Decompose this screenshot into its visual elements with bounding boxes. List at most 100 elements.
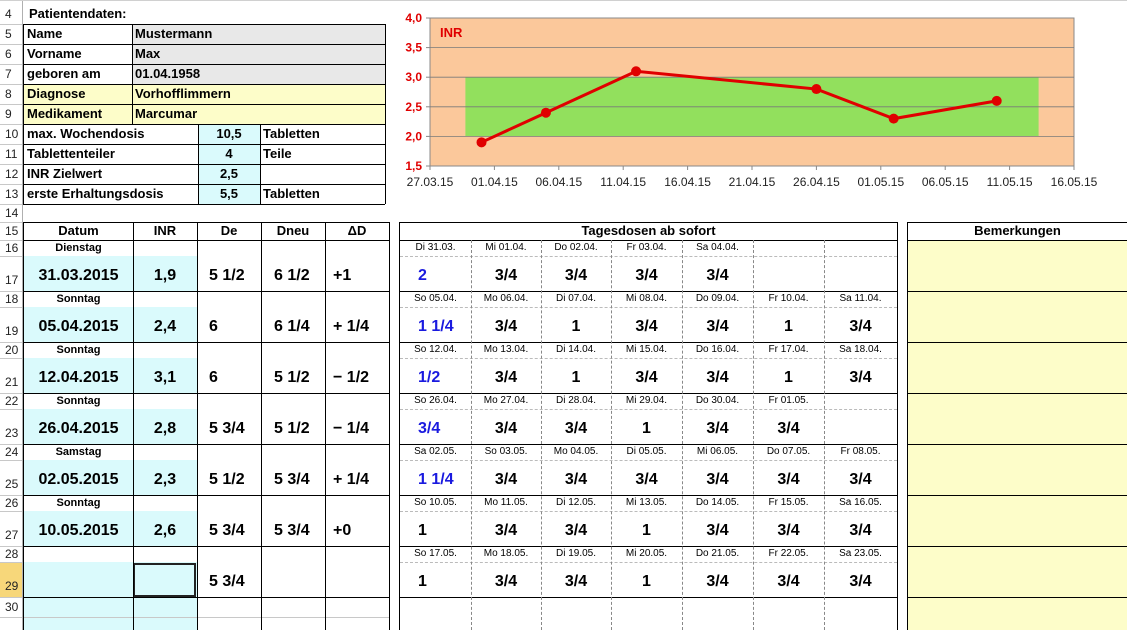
date-cell[interactable] — [24, 562, 133, 597]
grid-line — [23, 204, 385, 205]
grid-line — [23, 64, 385, 65]
date-cell[interactable]: 26.04.2015 — [38, 420, 119, 437]
day-label: So 26.04. — [414, 395, 457, 406]
param-unit — [260, 164, 385, 184]
day-label: Mo 06.04. — [483, 293, 529, 304]
daily-dose: 1 — [642, 573, 651, 590]
daily-dose: 2 — [418, 267, 427, 284]
param-value[interactable]: 4 — [198, 144, 260, 164]
delta-cell: + 1/4 — [333, 471, 370, 488]
daily-dose: 3/4 — [564, 267, 588, 284]
inr-cell[interactable]: 2,8 — [153, 420, 177, 437]
inr-data-point — [991, 95, 1002, 106]
field-value[interactable]: Max — [132, 44, 385, 64]
selected-cell[interactable] — [133, 563, 196, 597]
grid-line — [198, 124, 199, 204]
day-label — [824, 393, 897, 409]
inr-cell[interactable]: 2,6 — [153, 522, 177, 539]
table-row-border — [907, 444, 1127, 445]
daily-dose: 3/4 — [635, 318, 658, 335]
grid-line — [132, 24, 133, 124]
x-tick-label: 27.03.15 — [407, 175, 454, 189]
row-separator — [0, 164, 22, 165]
table-col-border — [133, 222, 134, 630]
date-cell[interactable]: 12.04.2015 — [38, 369, 119, 386]
table-col-border — [389, 222, 390, 630]
field-value[interactable]: Vorhofflimmern — [132, 84, 385, 104]
row-number: 4 — [0, 4, 22, 24]
dneu-cell — [261, 562, 325, 597]
field-value[interactable]: 01.04.1958 — [132, 64, 385, 84]
row-separator — [0, 291, 22, 292]
row-separator — [0, 409, 22, 410]
daily-dose: 1 — [642, 420, 651, 437]
day-label: Di 12.05. — [555, 497, 597, 508]
day-label: Mi 15.04. — [625, 344, 668, 355]
day-label: Mi 13.05. — [625, 497, 668, 508]
table-row-border — [23, 495, 389, 496]
header-inr: INR — [153, 223, 177, 238]
day-label: Do 16.04. — [695, 344, 740, 355]
date-cell[interactable]: 10.05.2015 — [38, 522, 119, 539]
param-value[interactable]: 5,5 — [198, 184, 260, 204]
field-value[interactable]: Marcumar — [132, 104, 385, 124]
x-tick-label: 11.05.15 — [987, 175, 1033, 189]
y-tick-label: 1,5 — [405, 159, 422, 173]
day-label: So 10.05. — [414, 497, 457, 508]
y-tick-label: 4,0 — [405, 11, 422, 25]
inr-cell[interactable]: 2,3 — [153, 471, 177, 488]
date-cell[interactable]: 02.05.2015 — [38, 471, 119, 488]
table-col-border — [23, 222, 24, 630]
grid-line — [23, 44, 385, 45]
inr-cell[interactable]: 3,1 — [153, 369, 177, 386]
x-tick-label: 06.04.15 — [535, 175, 582, 189]
day-col-divider — [471, 240, 472, 630]
sub-row-line — [400, 358, 897, 359]
delta-cell: + 1/4 — [333, 318, 370, 335]
date-cell[interactable]: 31.03.2015 — [38, 267, 119, 284]
inr-cell[interactable]: 2,4 — [153, 318, 177, 335]
row-separator — [0, 184, 22, 185]
day-label: Fr 08.05. — [840, 446, 881, 457]
table-row-border — [907, 393, 1127, 394]
daily-dose: 3/4 — [564, 420, 588, 437]
sub-row-line — [400, 511, 897, 512]
dneu-cell: 5 3/4 — [274, 522, 310, 539]
day-label: So 17.05. — [414, 548, 457, 559]
remarks-column-bg — [908, 240, 1127, 630]
daily-dose: 3/4 — [494, 420, 518, 437]
daily-dose: 1 — [571, 369, 581, 386]
param-value[interactable]: 10,5 — [198, 124, 260, 144]
day-label: Fr 15.05. — [768, 497, 809, 508]
inr-cell[interactable]: 1,9 — [153, 267, 177, 284]
grid-line — [23, 84, 385, 85]
row-number: 27 — [0, 511, 22, 546]
row-separator — [0, 307, 22, 308]
table-row-border — [399, 240, 897, 241]
day-col-divider — [611, 240, 612, 630]
daily-dose: 1 1/4 — [418, 318, 454, 335]
grid-line — [23, 24, 385, 25]
table-row-border — [23, 291, 389, 292]
sub-row-line — [400, 409, 897, 410]
row-number: 17 — [0, 256, 22, 291]
grid-line — [23, 124, 385, 125]
daily-dose: 1 — [418, 522, 427, 539]
day-label: So 03.05. — [484, 446, 528, 457]
daily-dose: 3/4 — [564, 471, 588, 488]
weekday-band — [24, 342, 197, 358]
day-label: Mi 20.05. — [625, 548, 668, 559]
param-value[interactable]: 2,5 — [198, 164, 260, 184]
grid-line — [23, 617, 389, 618]
table-col-border — [261, 222, 262, 630]
table-row-border — [399, 222, 897, 223]
dneu-cell: 6 1/2 — [274, 267, 310, 284]
row-number: 18 — [0, 291, 22, 307]
delta-cell — [325, 562, 389, 597]
delta-cell: − 1/2 — [333, 369, 370, 386]
param-unit: Teile — [263, 146, 292, 161]
weekday-band — [24, 444, 197, 460]
date-cell[interactable]: 05.04.2015 — [38, 318, 119, 335]
inr-data-point — [631, 66, 642, 77]
field-value[interactable]: Mustermann — [132, 24, 385, 44]
